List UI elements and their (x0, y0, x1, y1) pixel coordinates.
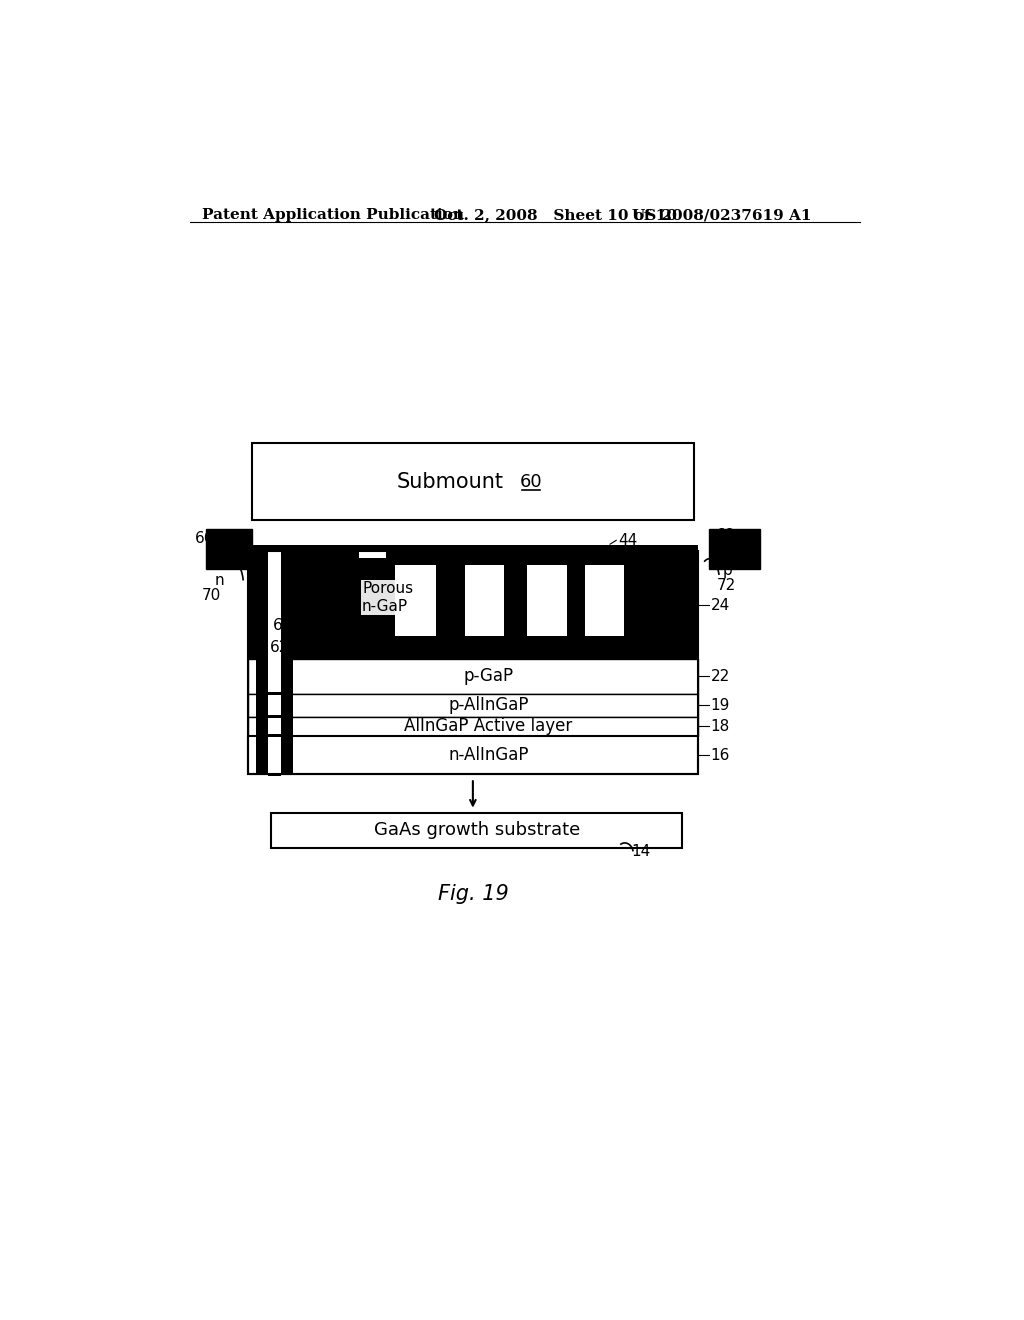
Text: 24: 24 (711, 598, 730, 612)
Text: 14: 14 (632, 843, 651, 859)
Bar (252, 444, 693, 520)
Text: p-GaP: p-GaP (463, 667, 513, 685)
Bar (248, 693, 697, 717)
Text: Fig. 19: Fig. 19 (437, 884, 508, 904)
Text: Oct. 2, 2008   Sheet 10 of 10: Oct. 2, 2008 Sheet 10 of 10 (434, 209, 677, 223)
Text: 64: 64 (273, 618, 292, 634)
Text: 62: 62 (270, 640, 289, 655)
Bar (395, 565, 435, 636)
Bar (268, 734, 281, 738)
Bar (527, 565, 567, 636)
Bar (248, 552, 697, 775)
Text: p-AlInGaP: p-AlInGaP (449, 696, 528, 714)
Bar (359, 550, 386, 558)
Bar (465, 565, 504, 636)
Text: 70: 70 (202, 589, 221, 603)
Bar (248, 717, 697, 737)
Bar (248, 545, 697, 552)
Bar (271, 813, 682, 847)
Text: Patent Application Publication: Patent Application Publication (202, 209, 464, 223)
Bar (248, 659, 697, 693)
Bar (710, 529, 760, 569)
Bar (268, 692, 281, 696)
Bar (268, 545, 281, 775)
Text: 19: 19 (711, 697, 730, 713)
Bar (281, 545, 293, 775)
Text: n: n (215, 573, 224, 587)
Text: 44: 44 (617, 533, 637, 548)
Text: 18: 18 (711, 719, 730, 734)
Text: 72: 72 (717, 578, 736, 593)
Text: 66: 66 (195, 531, 214, 545)
Text: 16: 16 (711, 747, 730, 763)
Text: 68: 68 (716, 528, 735, 544)
Text: Porous
n-GaP: Porous n-GaP (362, 581, 413, 614)
Text: US 2008/0237619 A1: US 2008/0237619 A1 (632, 209, 811, 223)
Text: GaAs growth substrate: GaAs growth substrate (374, 821, 580, 840)
Bar (206, 529, 252, 569)
Bar (248, 552, 697, 659)
Text: AlInGaP Active layer: AlInGaP Active layer (404, 717, 572, 735)
Bar (248, 737, 697, 775)
Text: p: p (722, 562, 732, 578)
Text: n-AlInGaP: n-AlInGaP (449, 746, 528, 764)
Bar (256, 545, 268, 775)
Bar (268, 715, 281, 718)
Text: 22: 22 (711, 669, 730, 684)
Text: Submount: Submount (396, 471, 503, 492)
Text: 60: 60 (520, 473, 543, 491)
Bar (586, 565, 624, 636)
Bar (268, 774, 281, 776)
